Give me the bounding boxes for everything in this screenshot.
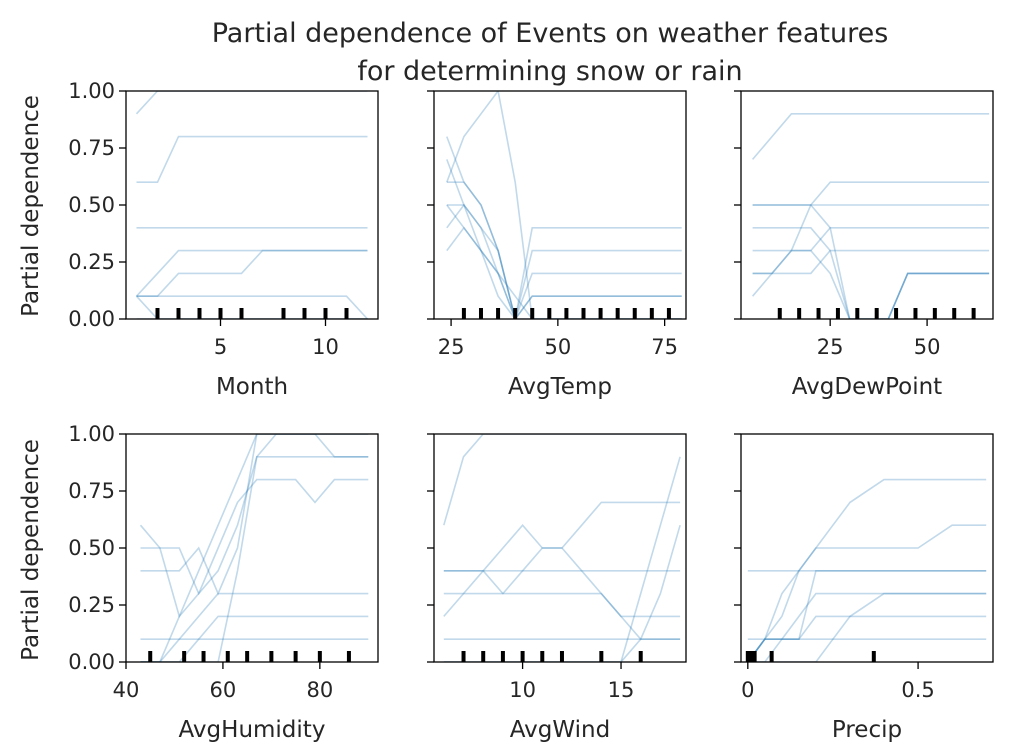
series-lines bbox=[747, 478, 987, 662]
y-tick-label: 0.50 bbox=[68, 536, 115, 560]
y-tick-label: 0.25 bbox=[68, 593, 115, 617]
x-tick-label: 5 bbox=[214, 335, 227, 359]
ice-line-5 bbox=[752, 249, 990, 319]
x-axis-label: AvgDewPoint bbox=[792, 374, 942, 400]
ice-line-6 bbox=[747, 592, 987, 662]
axes-frame bbox=[125, 90, 379, 320]
x-axis-label: Month bbox=[216, 374, 288, 400]
ice-line-8 bbox=[752, 249, 990, 275]
ice-line-6 bbox=[443, 456, 681, 662]
ice-line-4 bbox=[135, 249, 368, 297]
ice-line-7 bbox=[443, 524, 681, 662]
ice-line-8 bbox=[443, 523, 681, 641]
pd-panel-precip: 0 0.5 Precip bbox=[734, 433, 994, 743]
x-tick-label: 80 bbox=[306, 678, 333, 702]
ice-line-6 bbox=[446, 91, 682, 319]
ice-line-1 bbox=[135, 91, 368, 115]
ice-line-7 bbox=[747, 592, 987, 662]
series-lines bbox=[135, 91, 369, 319]
ice-line-2 bbox=[136, 135, 368, 183]
ice-line-3 bbox=[747, 478, 987, 662]
x-tick-label: 25 bbox=[438, 335, 465, 359]
ice-line-4 bbox=[752, 227, 990, 319]
ice-line-1 bbox=[140, 455, 369, 596]
x-axis-label: AvgWind bbox=[510, 717, 610, 743]
ice-line-8 bbox=[140, 434, 369, 662]
figure-title-line1: Partial dependence of Events on weather … bbox=[212, 18, 889, 49]
pd-panel-avgwind: 10 15 AvgWind bbox=[427, 433, 687, 743]
y-tick-label: 0.00 bbox=[68, 650, 115, 674]
ice-line-4 bbox=[443, 501, 681, 595]
x-tick-label: 0 bbox=[741, 678, 754, 702]
ice-line-4 bbox=[446, 136, 682, 319]
ice-line-7 bbox=[135, 295, 368, 319]
x-tick-label: 40 bbox=[113, 678, 140, 702]
ice-line-3 bbox=[446, 159, 682, 319]
pd-panel-avghumidity: 40 60 80 0.00 0.25 0.50 0.75 1.00 AvgHumidity bbox=[68, 422, 379, 743]
x-tick-label: 50 bbox=[914, 335, 941, 359]
y-tick-label: 0.75 bbox=[68, 479, 115, 503]
x-tick-label: 60 bbox=[210, 678, 237, 702]
ice-line-1 bbox=[751, 113, 990, 160]
ice-line-3 bbox=[752, 204, 990, 319]
ice-line-7 bbox=[140, 434, 369, 662]
ice-line-3 bbox=[139, 478, 369, 619]
ice-line-2 bbox=[443, 434, 681, 526]
ice-line-8 bbox=[446, 204, 682, 319]
ice-line-6 bbox=[752, 227, 990, 275]
y-tick-label: 0.75 bbox=[68, 136, 115, 160]
y-tick-label: 1.00 bbox=[68, 79, 115, 103]
pd-panel-avgdewpoint: 25 50 AvgDewPoint bbox=[734, 90, 994, 400]
ice-line-5 bbox=[140, 615, 369, 662]
series-lines bbox=[139, 434, 369, 662]
y-tick-label: 0.25 bbox=[68, 250, 115, 274]
y-tick-label: 1.00 bbox=[68, 422, 115, 446]
ice-line-5 bbox=[446, 203, 682, 319]
y-axis-label-row2: Partial dependence bbox=[18, 439, 44, 661]
x-axis-label: Precip bbox=[832, 717, 902, 743]
series-lines bbox=[446, 91, 682, 319]
x-axis-label: AvgTemp bbox=[508, 374, 612, 400]
x-tick-label: 25 bbox=[817, 335, 844, 359]
ice-line-1 bbox=[446, 181, 682, 319]
ice-line-5 bbox=[136, 249, 368, 298]
x-tick-label: 75 bbox=[651, 335, 678, 359]
ice-line-2 bbox=[446, 204, 682, 319]
y-tick-label: 0.00 bbox=[68, 307, 115, 331]
ice-line-2 bbox=[140, 434, 369, 596]
x-axis-label: AvgHumidity bbox=[179, 717, 326, 743]
ice-line-5 bbox=[443, 569, 681, 618]
series-lines bbox=[443, 434, 681, 662]
pd-panel-avgtemp: 25 50 75 AvgTemp bbox=[427, 90, 687, 400]
ice-line-6 bbox=[136, 295, 369, 319]
figure-title-line2: for determining snow or rain bbox=[357, 56, 742, 87]
x-tick-label: 0.5 bbox=[901, 678, 934, 702]
ice-line-7 bbox=[446, 226, 682, 319]
x-tick-label: 50 bbox=[544, 335, 571, 359]
x-tick-label: 15 bbox=[608, 678, 635, 702]
ice-line-2 bbox=[747, 524, 987, 662]
series-lines bbox=[751, 113, 990, 319]
y-axis-label-row1: Partial dependence bbox=[18, 95, 44, 317]
x-tick-label: 10 bbox=[312, 335, 339, 359]
ice-line-4 bbox=[140, 592, 369, 662]
ice-line-7 bbox=[751, 181, 990, 297]
ice-line-8 bbox=[747, 615, 987, 662]
y-tick-label: 0.50 bbox=[68, 193, 115, 217]
pd-panel-month: 5 10 0.00 0.25 0.50 0.75 1.00 Month bbox=[68, 79, 379, 400]
x-tick-label: 10 bbox=[509, 678, 536, 702]
ice-line-1 bbox=[747, 569, 987, 662]
